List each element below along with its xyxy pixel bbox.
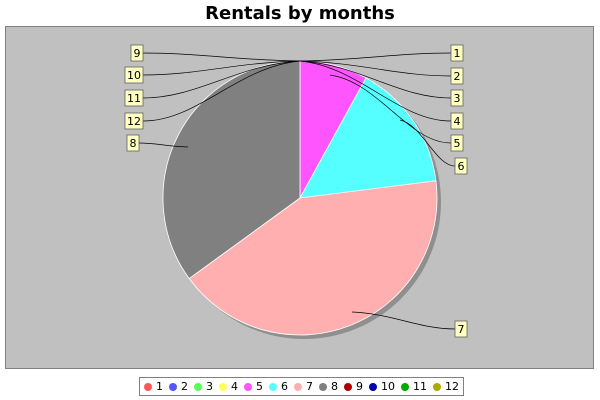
label-connector-5 [329, 74, 452, 144]
slice-label-2: 2 [454, 70, 461, 83]
slice-label-1: 1 [454, 47, 461, 60]
label-connector-3 [299, 60, 452, 99]
legend-label-5: 5 [256, 380, 263, 393]
legend-swatch-6 [269, 382, 277, 391]
legend-item-5: 5 [244, 380, 263, 393]
legend-label-11: 11 [413, 380, 427, 393]
slice-label-box-10 [124, 66, 144, 84]
slice-label-3: 3 [454, 92, 461, 105]
legend-label-4: 4 [231, 380, 238, 393]
pie-slice-8 [162, 60, 301, 280]
slice-label-8: 8 [130, 137, 137, 150]
label-connector-9 [142, 52, 301, 62]
legend-item-4: 4 [219, 380, 238, 393]
legend-item-2: 2 [169, 380, 188, 393]
legend-item-9: 9 [344, 380, 363, 393]
pie-slice-6 [299, 77, 437, 199]
legend-item-12: 12 [433, 380, 459, 393]
legend-swatch-5 [244, 382, 252, 391]
legend-label-8: 8 [331, 380, 338, 393]
legend-item-6: 6 [269, 380, 288, 393]
legend-swatch-7 [294, 382, 302, 391]
label-connector-8 [138, 142, 189, 148]
legend: 1 2 3 4 5 6 7 8 9 10 11 12 [139, 377, 464, 396]
slice-label-box-3 [450, 89, 464, 107]
slice-label-box-11 [124, 89, 144, 107]
legend-item-11: 11 [401, 380, 427, 393]
slice-label-box-12 [124, 112, 144, 130]
label-connector-4 [299, 60, 452, 122]
slice-label-7: 7 [458, 323, 465, 336]
slice-label-12: 12 [127, 115, 141, 128]
legend-item-3: 3 [194, 380, 213, 393]
legend-label-12: 12 [445, 380, 459, 393]
legend-swatch-2 [169, 382, 177, 391]
slice-label-box-5 [450, 134, 464, 152]
slice-label-box-8 [126, 134, 140, 152]
label-connector-7 [351, 311, 456, 330]
slice-label-9: 9 [134, 47, 141, 60]
legend-swatch-1 [144, 382, 152, 391]
legend-label-9: 9 [356, 380, 363, 393]
label-connector-1 [299, 52, 452, 62]
label-connector-11 [142, 60, 301, 99]
legend-label-1: 1 [156, 380, 163, 393]
slice-label-11: 11 [127, 92, 141, 105]
label-connector-10 [142, 60, 301, 76]
slice-label-box-6 [454, 157, 468, 175]
slice-label-box-4 [450, 112, 464, 130]
legend-label-10: 10 [381, 380, 395, 393]
chart-title: Rentals by months [205, 3, 395, 24]
legend-label-2: 2 [181, 380, 188, 393]
legend-item-7: 7 [294, 380, 313, 393]
legend-swatch-12 [433, 382, 441, 391]
label-connector-12 [142, 60, 301, 122]
slice-label-5: 5 [454, 137, 461, 150]
legend-swatch-11 [401, 382, 409, 391]
slice-label-box-1 [450, 44, 464, 62]
legend-label-6: 6 [281, 380, 288, 393]
label-connector-6 [399, 119, 456, 167]
legend-item-10: 10 [369, 380, 395, 393]
slice-label-box-9 [130, 44, 144, 62]
legend-swatch-8 [319, 382, 327, 391]
slice-label-box-7 [454, 320, 468, 338]
legend-label-7: 7 [306, 380, 313, 393]
legend-swatch-4 [219, 382, 227, 391]
legend-label-3: 3 [206, 380, 213, 393]
slice-label-10: 10 [127, 69, 141, 82]
slice-label-6: 6 [458, 160, 465, 173]
legend-item-1: 1 [144, 380, 163, 393]
legend-item-8: 8 [319, 380, 338, 393]
legend-swatch-10 [369, 382, 377, 391]
pie-slice-7 [188, 180, 438, 336]
slice-label-box-2 [450, 67, 464, 85]
legend-swatch-3 [194, 382, 202, 391]
legend-swatch-9 [344, 382, 352, 391]
label-connector-2 [299, 60, 452, 77]
slice-label-4: 4 [454, 115, 461, 128]
